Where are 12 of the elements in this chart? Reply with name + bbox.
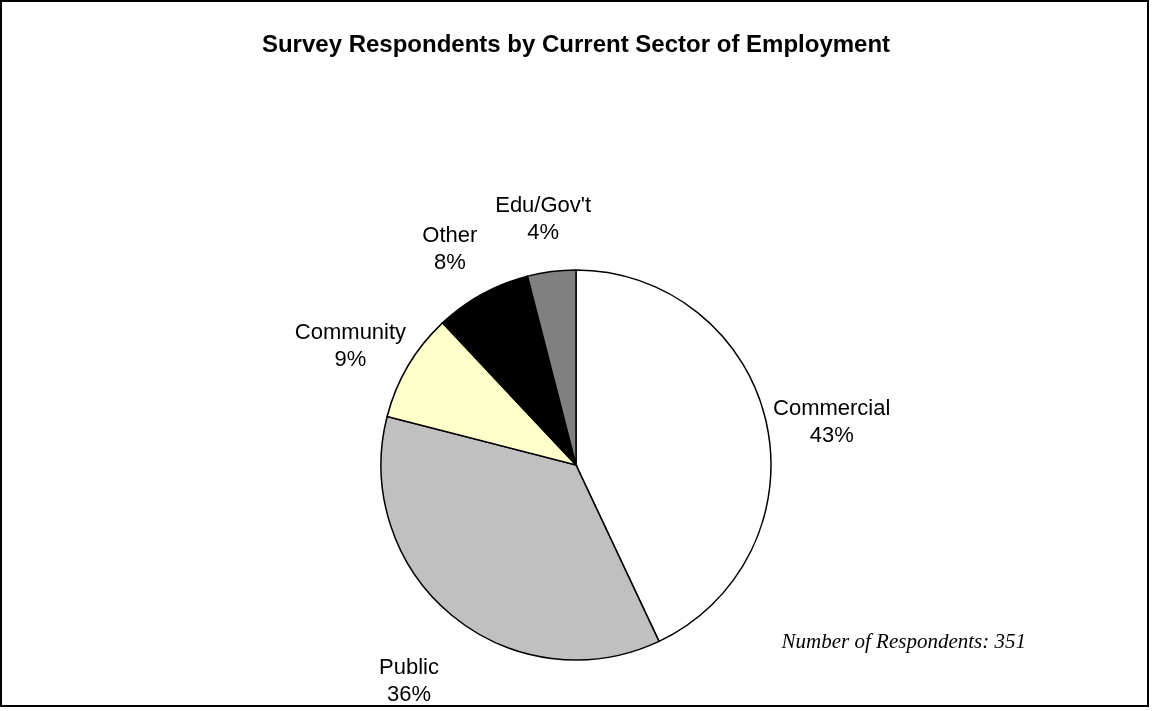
slice-label: Public xyxy=(379,653,439,679)
text: Number of Respondents: 351 xyxy=(780,629,1026,653)
data-label: 43% xyxy=(809,421,854,447)
data-label: 4% xyxy=(527,219,560,245)
slice-label: Community xyxy=(294,318,407,344)
slice-label: Edu/Gov't xyxy=(495,192,592,218)
slice-label: Commercial xyxy=(773,394,891,420)
data-label: 8% xyxy=(433,249,466,275)
data-label: 9% xyxy=(334,345,367,371)
chart-title: Survey Respondents by Current Sector of Employment xyxy=(261,30,891,58)
data-label: 36% xyxy=(386,680,432,706)
slice-label: Other xyxy=(422,222,478,248)
